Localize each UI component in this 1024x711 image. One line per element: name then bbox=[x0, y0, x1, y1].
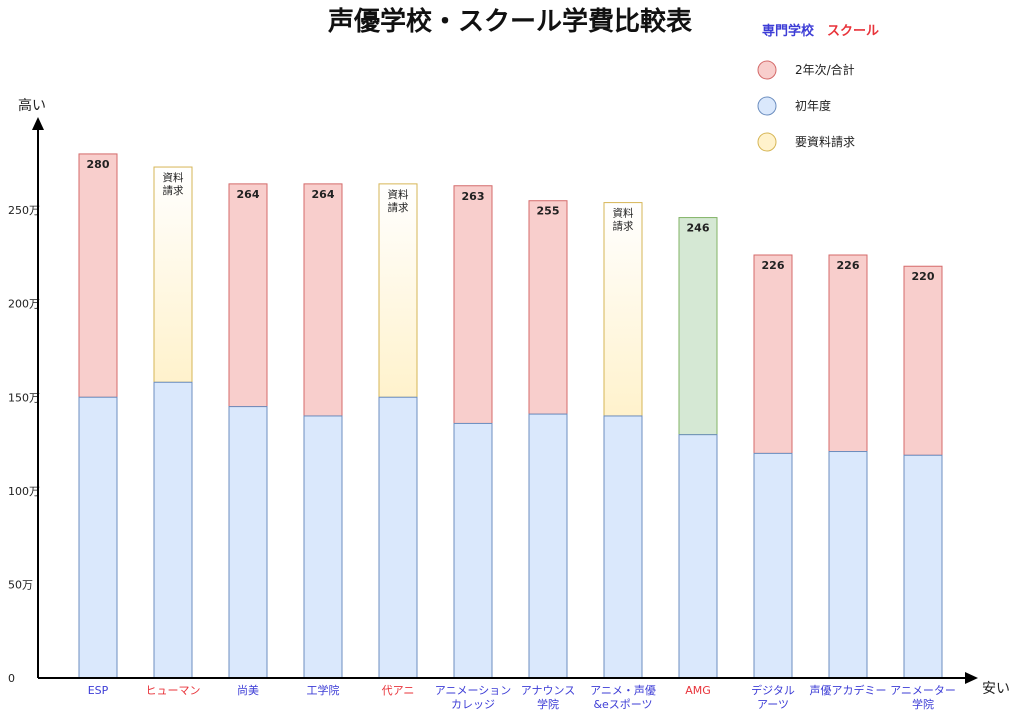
chart-title: 声優学校・スクール学費比較表 bbox=[328, 6, 693, 37]
bar-first-year-segment bbox=[153, 381, 193, 679]
bar-request-label: 資料 bbox=[388, 188, 409, 201]
y-axis-ticks: 0 50万 100万 150万 200万 250万 bbox=[8, 204, 40, 685]
category-label: アニメ・声優 bbox=[590, 683, 656, 697]
bar-value-label: 264 bbox=[312, 188, 335, 201]
bar-first-year-segment bbox=[453, 422, 493, 679]
category-label: アーツ bbox=[757, 698, 789, 711]
bar-total-segment bbox=[678, 217, 718, 436]
bar-first-year-segment bbox=[678, 434, 718, 679]
bar-first-year-segment bbox=[78, 396, 118, 679]
bar-group: 264 尚美 bbox=[228, 183, 268, 697]
legend-swatch bbox=[757, 60, 777, 80]
bar-total-segment bbox=[903, 265, 943, 456]
bar-total-segment bbox=[153, 166, 193, 383]
school-type-legend-entry: スクール bbox=[827, 24, 879, 39]
bar-value-label: 263 bbox=[462, 190, 485, 203]
category-label: アナウンス bbox=[521, 684, 576, 697]
legend-swatch bbox=[757, 132, 777, 152]
bar-value-label: 255 bbox=[537, 205, 560, 218]
bar-value-label: 246 bbox=[687, 222, 710, 235]
x-axis-end-label: 安い bbox=[982, 681, 1010, 697]
y-axis-top-label: 高い bbox=[18, 97, 46, 114]
y-tick-label: 200万 bbox=[8, 298, 40, 311]
bar-total-segment bbox=[453, 185, 493, 424]
bar-group: 226 声優アカデミー bbox=[810, 254, 887, 697]
bar-request-label: 資料 bbox=[163, 171, 184, 184]
y-axis-arrow bbox=[32, 117, 44, 130]
bar-total-segment bbox=[753, 254, 793, 454]
bar-request-label: 請求 bbox=[163, 184, 184, 197]
legend-label: 2年次/合計 bbox=[795, 62, 855, 77]
category-label: &eスポーツ bbox=[593, 698, 652, 711]
bar-total-segment bbox=[303, 183, 343, 417]
category-label: 工学院 bbox=[307, 683, 340, 697]
y-tick-label: 100万 bbox=[8, 485, 40, 498]
category-label: ESP bbox=[88, 684, 109, 697]
bar-total-segment bbox=[828, 254, 868, 453]
bar-request-label: 請求 bbox=[613, 220, 634, 233]
school-type-legend-entry: 専門学校 bbox=[762, 23, 815, 39]
bar-first-year-segment bbox=[528, 413, 568, 679]
category-label: アニメーション bbox=[435, 684, 512, 697]
bar-group: 280 ESP bbox=[78, 153, 118, 697]
y-tick-label: 150万 bbox=[8, 391, 40, 404]
bar-group: 264 工学院 bbox=[303, 183, 343, 697]
bar-value-label: 226 bbox=[762, 259, 785, 272]
legend-label: 要資料請求 bbox=[795, 135, 855, 149]
legend-swatch bbox=[757, 96, 777, 116]
x-axis-arrow bbox=[965, 672, 978, 684]
y-tick-label: 250万 bbox=[8, 204, 40, 217]
bar-first-year-segment bbox=[903, 454, 943, 679]
bar-total-segment bbox=[78, 153, 118, 398]
category-label: アニメーター bbox=[890, 684, 956, 697]
bar-value-label: 220 bbox=[912, 270, 935, 283]
bar-first-year-segment bbox=[378, 396, 418, 679]
bar-first-year-segment bbox=[228, 406, 268, 679]
bar-request-label: 資料 bbox=[613, 207, 634, 220]
bar-first-year-segment bbox=[753, 452, 793, 679]
axes: 高い 安い bbox=[18, 97, 1010, 697]
category-label: 学院 bbox=[537, 697, 559, 711]
bar-series: 280ESP資料請求ヒューマン264尚美264工学院資料請求代アニ263アニメー… bbox=[78, 153, 956, 711]
bar-value-label: 280 bbox=[87, 158, 110, 171]
category-label: 声優アカデミー bbox=[810, 683, 887, 697]
bar-value-label: 264 bbox=[237, 188, 260, 201]
bar-total-segment bbox=[603, 202, 643, 417]
bar-group: 246 AMG bbox=[678, 217, 718, 697]
bar-total-segment bbox=[378, 183, 418, 398]
legend-label: 初年度 bbox=[795, 98, 831, 113]
bar-request-label: 請求 bbox=[388, 201, 409, 214]
bar-total-segment bbox=[228, 183, 268, 408]
category-label: 学院 bbox=[912, 697, 934, 711]
bar-first-year-segment bbox=[828, 451, 868, 679]
category-label: ヒューマン bbox=[146, 684, 201, 697]
y-tick-label: 50万 bbox=[8, 578, 33, 591]
bar-total-segment bbox=[528, 200, 568, 415]
category-label: 尚美 bbox=[237, 683, 259, 697]
y-tick-label: 0 bbox=[8, 672, 15, 685]
category-label: カレッジ bbox=[451, 698, 495, 711]
category-label: AMG bbox=[685, 684, 711, 697]
category-label: デジタル bbox=[751, 683, 795, 697]
bar-first-year-segment bbox=[603, 415, 643, 679]
category-label: 代アニ bbox=[382, 684, 415, 697]
bar-value-label: 226 bbox=[837, 259, 860, 272]
bar-first-year-segment bbox=[303, 415, 343, 679]
